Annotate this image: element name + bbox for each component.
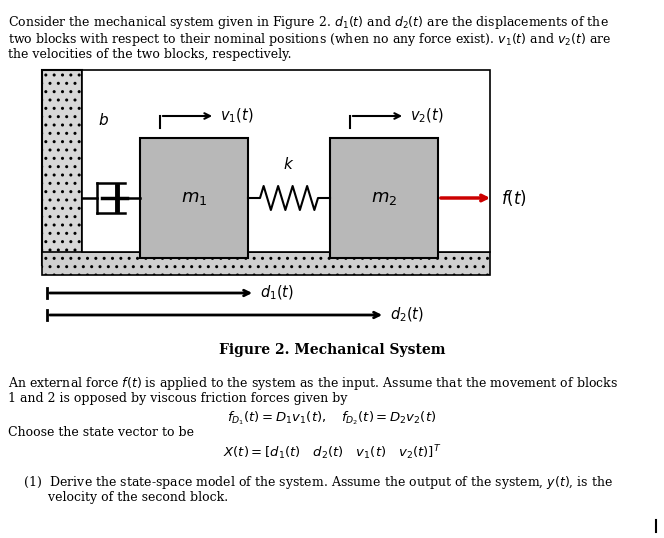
Text: $d_1(t)$: $d_1(t)$: [260, 284, 294, 302]
Text: $f(t)$: $f(t)$: [501, 188, 527, 208]
Bar: [82, 70, 490, 252]
Text: Figure 2. Mechanical System: Figure 2. Mechanical System: [218, 343, 446, 357]
Bar: [42, 252, 490, 275]
Text: $b$: $b$: [98, 112, 108, 128]
Text: velocity of the second block.: velocity of the second block.: [8, 491, 228, 504]
Text: the velocities of the two blocks, respectively.: the velocities of the two blocks, respec…: [8, 48, 291, 61]
Text: $m_2$: $m_2$: [371, 189, 397, 207]
Bar: [330, 138, 438, 258]
Bar: [42, 70, 82, 265]
Bar: [140, 138, 248, 258]
Text: Choose the state vector to be: Choose the state vector to be: [8, 426, 194, 439]
Text: two blocks with respect to their nominal positions (when no any force exist). $v: two blocks with respect to their nominal…: [8, 31, 612, 48]
Text: An external force $f(t)$ is applied to the system as the input. Assume that the : An external force $f(t)$ is applied to t…: [8, 375, 618, 392]
Text: Consider the mechanical system given in Figure 2. $d_1(t)$ and $d_2(t)$ are the : Consider the mechanical system given in …: [8, 14, 609, 31]
Text: $X(t) = [d_1(t) \quad d_2(t) \quad v_1(t) \quad v_2(t)]^T$: $X(t) = [d_1(t) \quad d_2(t) \quad v_1(t…: [222, 443, 442, 462]
Text: 1 and 2 is opposed by viscous friction forces given by: 1 and 2 is opposed by viscous friction f…: [8, 392, 347, 405]
Text: $m_1$: $m_1$: [181, 189, 207, 207]
Text: $d_2(t)$: $d_2(t)$: [390, 306, 424, 324]
Text: $k$: $k$: [284, 156, 295, 172]
Text: $v_2(t)$: $v_2(t)$: [410, 107, 444, 125]
Text: (1)  Derive the state-space model of the system. Assume the output of the system: (1) Derive the state-space model of the …: [8, 474, 613, 491]
Text: $f_{D_1}(t) = D_1 v_1(t), \quad f_{D_2}(t) = D_2 v_2(t)$: $f_{D_1}(t) = D_1 v_1(t), \quad f_{D_2}(…: [227, 409, 437, 427]
Text: $v_1(t)$: $v_1(t)$: [220, 107, 254, 125]
